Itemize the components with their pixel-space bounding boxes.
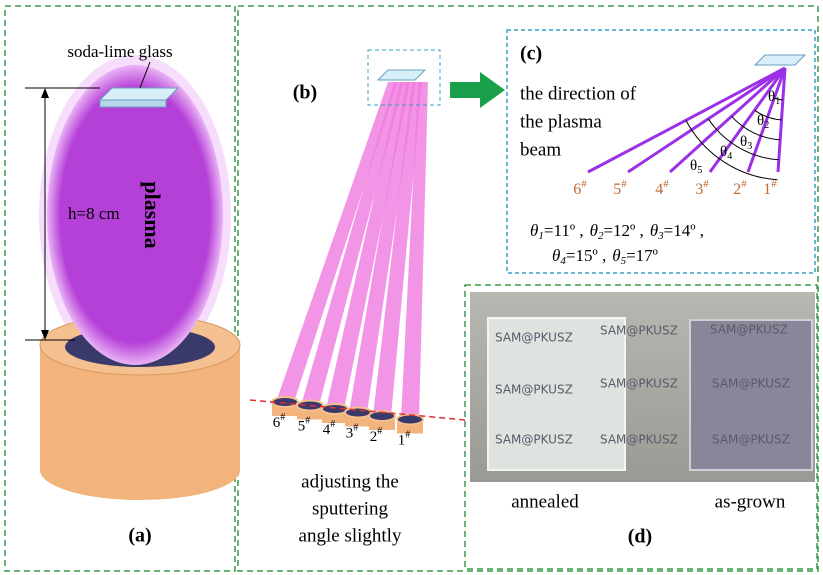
target-mark: # bbox=[280, 412, 285, 423]
eq-symbol: θ bbox=[530, 221, 538, 240]
target-number: 4 bbox=[655, 181, 663, 198]
substrate-label: soda-lime glass bbox=[67, 42, 172, 61]
eq-value: =15º , bbox=[566, 246, 606, 265]
target-mark: # bbox=[741, 178, 747, 190]
height-label: h=8 cm bbox=[68, 204, 120, 223]
eq-value: =14º , bbox=[664, 221, 704, 240]
angle-symbol: θ bbox=[768, 89, 775, 105]
glass bbox=[100, 88, 178, 100]
target-label: 2# bbox=[370, 426, 383, 445]
target-mark: # bbox=[377, 426, 382, 437]
target-number: 1 bbox=[763, 181, 771, 198]
eq-symbol: θ bbox=[590, 221, 598, 240]
target-number: 3 bbox=[695, 181, 703, 198]
watermark: SAM@PKUSZ bbox=[600, 377, 678, 391]
target-label: 4# bbox=[655, 178, 669, 198]
target-number: 2 bbox=[733, 181, 741, 198]
target-label: 5# bbox=[613, 178, 627, 198]
watermark: SAM@PKUSZ bbox=[600, 433, 678, 447]
watermark: SAM@PKUSZ bbox=[495, 433, 573, 447]
watermark: SAM@PKUSZ bbox=[712, 433, 790, 447]
caption: sputtering bbox=[312, 498, 388, 519]
plasma-label: plasma bbox=[140, 181, 165, 248]
target-label: 5# bbox=[298, 416, 311, 435]
angle-index: 5 bbox=[697, 165, 702, 176]
target-number: 2 bbox=[370, 429, 378, 445]
watermark: SAM@PKUSZ bbox=[710, 323, 788, 337]
target-mark: # bbox=[330, 419, 335, 430]
sample-label: as-grown bbox=[715, 491, 786, 512]
target-number: 6 bbox=[573, 181, 581, 198]
caption: beam bbox=[520, 139, 561, 160]
panel-label: (c) bbox=[520, 43, 542, 65]
target-mark: # bbox=[663, 178, 669, 190]
target-mark: # bbox=[405, 430, 410, 441]
watermark: SAM@PKUSZ bbox=[712, 377, 790, 391]
angle-arc bbox=[732, 116, 781, 140]
target-mark: # bbox=[703, 178, 709, 190]
eq-value: =12º , bbox=[603, 221, 643, 240]
eq-symbol: θ bbox=[612, 246, 620, 265]
eq-symbol: θ bbox=[552, 246, 560, 265]
angle-label: θ5 bbox=[690, 158, 702, 176]
glass bbox=[755, 55, 805, 65]
angle-symbol: θ bbox=[757, 113, 764, 129]
angle-symbol: θ bbox=[690, 158, 697, 174]
angle-symbol: θ bbox=[720, 144, 727, 160]
angle-label: θ1 bbox=[768, 89, 780, 107]
target-mark: # bbox=[353, 423, 358, 434]
target-label: 4# bbox=[323, 419, 336, 438]
beams: 6#5#4#3#2#1# bbox=[272, 82, 428, 449]
target-number: 3 bbox=[346, 426, 354, 442]
panel-label: (a) bbox=[128, 525, 151, 547]
caption: adjusting the bbox=[301, 471, 399, 492]
target-label: 2# bbox=[733, 178, 747, 198]
target-label: 3# bbox=[695, 178, 709, 198]
angle-index: 3 bbox=[747, 141, 752, 152]
watermark: SAM@PKUSZ bbox=[495, 331, 573, 345]
eq-value: =11º , bbox=[544, 221, 584, 240]
angle-label: θ4 bbox=[720, 144, 732, 162]
watermark: SAM@PKUSZ bbox=[600, 324, 678, 338]
target-number: 5 bbox=[613, 181, 621, 198]
caption: the plasma bbox=[520, 111, 602, 132]
arrow-head bbox=[41, 88, 49, 98]
target-top bbox=[397, 415, 423, 425]
angle-index: 2 bbox=[764, 120, 769, 131]
glass bbox=[378, 70, 425, 80]
angle-index: 1 bbox=[775, 96, 780, 107]
panel-label: (b) bbox=[293, 82, 317, 104]
target-label: 3# bbox=[346, 423, 359, 442]
angle-equation: θ4=15º ,θ5=17º bbox=[552, 246, 658, 267]
target-label: 1# bbox=[398, 430, 411, 449]
target-mark: # bbox=[621, 178, 627, 190]
angle-equation: θ1=11º ,θ2=12º ,θ3=14º , bbox=[530, 221, 704, 242]
caption: angle slightly bbox=[299, 525, 402, 546]
angle-symbol: θ bbox=[740, 134, 747, 150]
eq-symbol: θ bbox=[650, 221, 658, 240]
target-mark: # bbox=[581, 178, 587, 190]
target-label: 6# bbox=[273, 412, 286, 431]
caption: the direction of bbox=[520, 83, 637, 104]
target-label: 6# bbox=[573, 178, 587, 198]
angle-index: 4 bbox=[727, 151, 732, 162]
target-number: 5 bbox=[298, 419, 306, 435]
glass-edge bbox=[100, 100, 166, 107]
target-label: 1# bbox=[763, 178, 777, 198]
figure: soda-lime glass h=8 cm plasma (a) 6#5#4#… bbox=[0, 0, 823, 575]
target-top bbox=[345, 408, 371, 418]
panel-label: (d) bbox=[628, 526, 652, 548]
target-number: 1 bbox=[398, 433, 406, 449]
eq-value: =17º bbox=[626, 246, 658, 265]
sample-as-grown bbox=[690, 320, 812, 470]
watermark: SAM@PKUSZ bbox=[495, 383, 573, 397]
target-mark: # bbox=[305, 416, 310, 427]
zoom-arrow bbox=[450, 72, 505, 108]
sample-label: annealed bbox=[511, 491, 579, 512]
